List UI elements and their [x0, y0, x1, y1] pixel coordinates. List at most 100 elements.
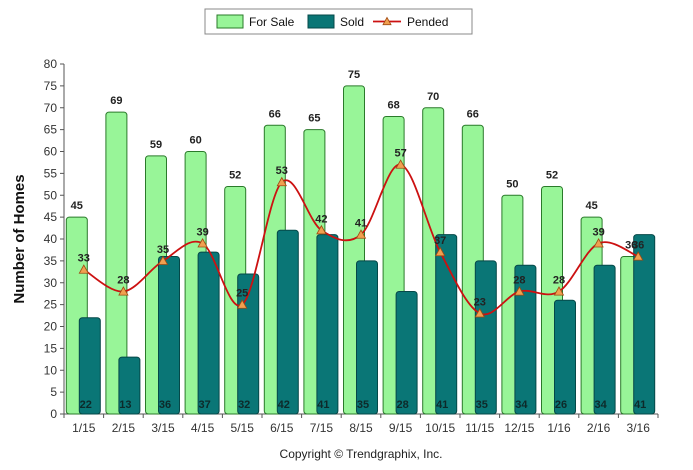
y-tick-label: 15 — [44, 341, 58, 355]
sold-value-label: 41 — [317, 399, 329, 411]
sold-value-label: 34 — [515, 399, 528, 411]
sold-value-label: 13 — [119, 399, 131, 411]
sold-value-label: 32 — [238, 399, 250, 411]
x-tick-label: 6/15 — [270, 421, 294, 435]
for-sale-value-label: 60 — [189, 135, 201, 147]
sold-value-label: 41 — [436, 399, 448, 411]
y-tick-label: 65 — [44, 123, 58, 137]
pended-marker — [157, 255, 169, 265]
pended-value-label: 33 — [78, 253, 90, 265]
x-tick-label: 10/15 — [425, 421, 455, 435]
sold-bar — [474, 260, 497, 415]
legend: For Sale Sold Pended — [204, 8, 473, 35]
for-sale-value-label: 52 — [229, 170, 241, 182]
sold-value-label: 41 — [634, 399, 646, 411]
for-sale-value-label: 65 — [308, 113, 320, 125]
data-labels: 45 22 69 13 59 36 60 37 52 32 66 42 65 41 75 35 68 28 70 41… — [71, 69, 647, 411]
pended-marker — [593, 238, 604, 248]
y-tick-label: 50 — [44, 188, 58, 202]
pended-marker — [316, 224, 327, 235]
pended-value-label: 57 — [394, 148, 406, 160]
x-tick-label: 7/15 — [310, 421, 334, 435]
pended-value-label: 41 — [355, 218, 367, 230]
x-tick-label: 1/15 — [72, 421, 96, 435]
sold-bar — [554, 299, 576, 415]
sold-bar — [276, 229, 299, 415]
for-sale-value-label: 45 — [585, 200, 597, 212]
y-tick-label: 30 — [44, 276, 58, 290]
sold-bar — [237, 273, 260, 415]
x-tick-label: 11/15 — [465, 421, 494, 435]
for-sale-value-label: 75 — [348, 69, 360, 81]
y-tick-label: 55 — [44, 166, 58, 180]
sold-value-label: 22 — [80, 399, 92, 411]
pended-value-label: 28 — [553, 275, 565, 287]
sold-bar — [158, 256, 180, 415]
sold-value-label: 34 — [594, 399, 607, 411]
x-tick-label: 8/15 — [349, 421, 373, 435]
y-tick-label: 35 — [44, 254, 58, 268]
pended-value-label: 28 — [117, 275, 129, 287]
y-tick-label: 20 — [44, 320, 58, 334]
x-tick-label: 3/15 — [151, 421, 175, 435]
x-tick-label: 2/15 — [112, 421, 136, 435]
x-tick-label: 1/16 — [547, 421, 571, 435]
pended-value-label: 39 — [592, 226, 604, 238]
y-tick-label: 60 — [44, 145, 58, 159]
pended-value-label: 28 — [513, 275, 525, 287]
sold-value-label: 26 — [555, 399, 567, 411]
sold-bar — [633, 234, 656, 415]
sold-bar — [593, 264, 616, 415]
pended-marker — [474, 308, 485, 318]
y-tick-label: 25 — [44, 298, 58, 312]
sold-bar — [435, 234, 458, 415]
pended-marker — [435, 246, 446, 257]
for-sale-value-label: 70 — [427, 91, 439, 103]
y-tick-label: 5 — [50, 385, 57, 399]
x-tick-label: 4/15 — [191, 421, 215, 435]
for-sale-bar — [105, 111, 128, 415]
y-tick-label: 70 — [44, 101, 58, 115]
x-tick-label: 3/16 — [627, 421, 651, 435]
pended-value-label: 23 — [474, 296, 486, 308]
y-tick-label: 0 — [50, 407, 57, 421]
for-sale-value-label: 50 — [506, 178, 518, 190]
sold-value-label: 42 — [278, 399, 290, 411]
sold-bar — [197, 251, 220, 415]
pended-marker — [395, 159, 406, 169]
sold-bar — [514, 264, 537, 415]
for-sale-value-label: 69 — [110, 95, 122, 107]
pended-marker — [514, 286, 525, 296]
for-sale-value-label: 45 — [71, 200, 83, 212]
pended-marker — [276, 176, 287, 187]
pended-line — [78, 159, 644, 318]
x-tick-label: 12/15 — [504, 421, 534, 435]
y-tick-label: 10 — [44, 363, 58, 377]
legend-swatch-for-sale — [216, 14, 244, 29]
x-tick-label: 5/15 — [231, 421, 255, 435]
pended-marker — [197, 238, 208, 248]
sold-value-label: 37 — [198, 399, 210, 411]
legend-label-pended: Pended — [407, 15, 448, 29]
for-sale-value-label: 52 — [546, 170, 558, 182]
pended-marker — [237, 299, 248, 309]
for-sale-value-label: 68 — [387, 100, 399, 112]
for-sale-value-label: 36 — [625, 240, 637, 252]
pended-marker — [553, 286, 565, 296]
pended-value-label: 36 — [632, 240, 644, 252]
legend-label-for-sale: For Sale — [249, 15, 295, 29]
y-tick-label: 40 — [44, 232, 58, 246]
pended-value-label: 39 — [196, 226, 208, 238]
y-tick-label: 45 — [44, 210, 58, 224]
legend-box — [204, 8, 473, 35]
pended-value-label: 37 — [434, 235, 446, 247]
copyright-text: Copyright © Trendgraphix, Inc. — [280, 447, 443, 461]
pended-marker — [355, 229, 367, 239]
sold-value-label: 35 — [476, 399, 488, 411]
sold-bar — [395, 291, 418, 415]
sold-bar — [118, 356, 141, 415]
for-sale-value-label: 59 — [150, 139, 162, 151]
pended-value-label: 35 — [157, 244, 169, 256]
